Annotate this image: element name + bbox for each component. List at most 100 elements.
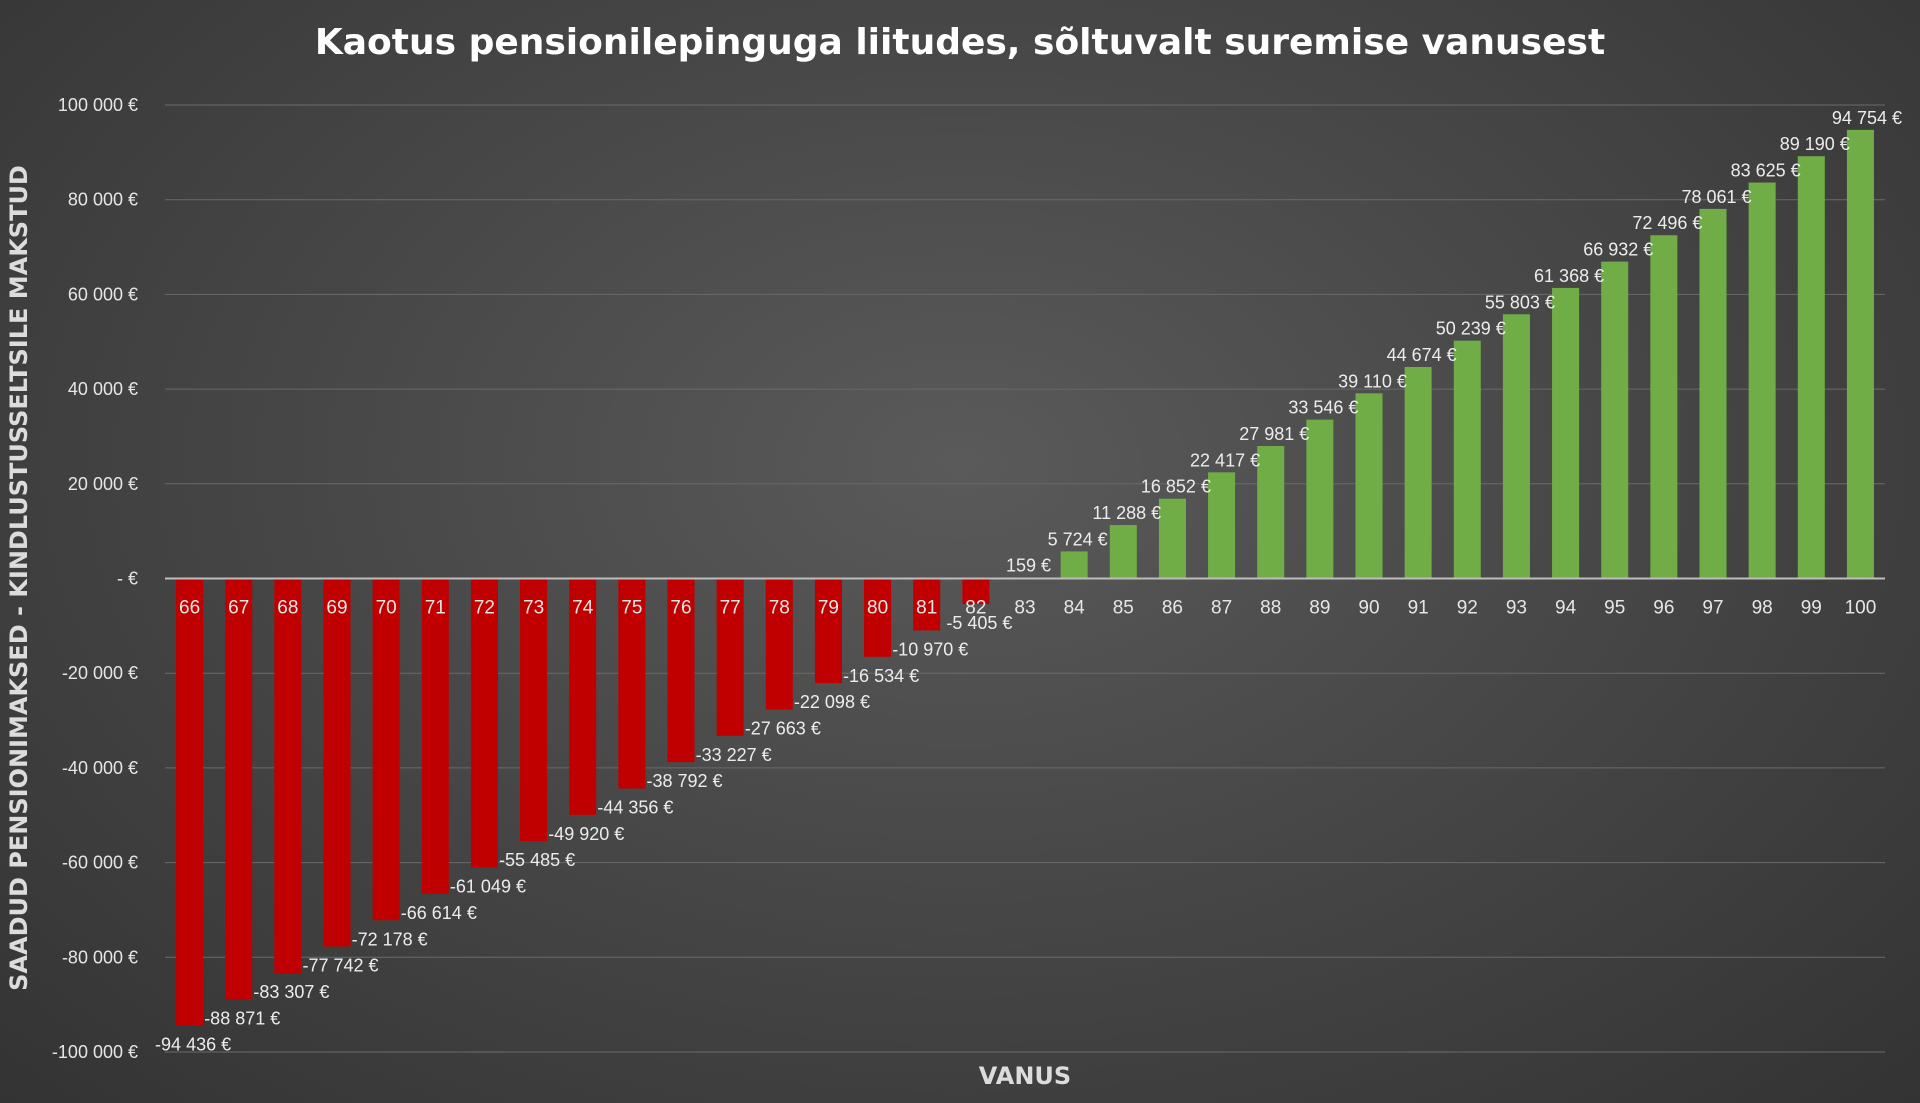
y-tick-label: -100 000 € [52,1042,138,1062]
x-tick-label: 67 [228,598,249,619]
data-label: 16 852 € [1141,477,1211,497]
data-label: -5 405 € [946,613,1012,633]
data-label: 33 546 € [1288,398,1358,418]
x-tick-label: 85 [1113,598,1134,619]
x-tick-label: 93 [1506,598,1527,619]
bar [716,578,744,736]
bar [1797,156,1825,579]
x-tick-label: 88 [1260,598,1281,619]
bar [1158,498,1186,579]
x-tick-label: 97 [1702,598,1723,619]
x-tick-label: 80 [867,598,888,619]
data-label: -38 792 € [646,771,722,791]
y-tick-label: 80 000 € [68,190,138,210]
y-tick-label: -80 000 € [62,947,138,967]
y-tick-label: 60 000 € [68,284,138,304]
y-tick-label: - € [117,569,138,589]
data-label: -33 227 € [696,745,772,765]
x-tick-label: 94 [1555,598,1577,619]
data-label: 83 625 € [1731,161,1801,181]
bar [962,578,990,605]
x-tick-label: 69 [326,598,347,619]
data-label: -10 970 € [892,639,968,659]
y-tick-label: 20 000 € [68,474,138,494]
data-label: 159 € [1006,556,1051,576]
bar [1404,366,1432,579]
bar [520,578,548,842]
x-tick-label: 84 [1064,598,1086,619]
bar [1060,551,1088,579]
data-label: 50 239 € [1436,319,1506,339]
bar [323,578,351,947]
bar [1846,129,1874,579]
x-tick-label: 91 [1408,598,1429,619]
y-axis-ticks: 100 000 € 80 000 € 60 000 € 40 000 € 20 000 … [52,95,138,1062]
data-label: -49 920 € [548,824,624,844]
bar [864,578,892,657]
data-label: -27 663 € [745,718,821,738]
data-label: -44 356 € [597,798,673,818]
bar [618,578,646,789]
data-label: -55 485 € [499,850,575,870]
bar [1601,261,1629,579]
bar [225,578,253,1000]
data-label: 22 417 € [1190,450,1260,470]
bar [569,578,597,815]
data-label: 72 496 € [1632,213,1702,233]
x-tick-label: 81 [916,598,937,619]
bar [372,578,400,921]
data-label: 44 674 € [1387,345,1457,365]
bar [1453,340,1481,579]
bars [176,129,1874,1026]
x-tick-label: 71 [425,598,446,619]
x-tick-label: 68 [277,598,298,619]
bar [1257,446,1285,579]
x-tick-label: 99 [1801,598,1822,619]
x-tick-label: 73 [523,598,544,619]
bar [1650,235,1678,579]
bar [1208,472,1236,579]
data-label: 78 061 € [1681,187,1751,207]
x-tick-label: 77 [720,598,741,619]
bar [421,578,449,894]
x-axis-ticks: 66 67 68 69 70 71 72 73 74 75 76 77 78 79 80 81 82 83 84 85… [179,598,1876,619]
x-tick-label: 96 [1653,598,1674,619]
x-axis-title: VANUS [979,1062,1071,1090]
x-tick-label: 95 [1604,598,1625,619]
x-tick-label: 78 [769,598,790,619]
data-label: 61 368 € [1534,266,1604,286]
x-tick-label: 82 [965,598,986,619]
bar [913,578,941,631]
data-label: -61 049 € [450,877,526,897]
data-label: 11 288 € [1092,503,1161,523]
data-label: -94 436 € [155,1035,231,1055]
data-label: -77 742 € [302,956,378,976]
bar [176,578,204,1026]
x-tick-label: 79 [818,598,839,619]
y-tick-label: -40 000 € [62,758,138,778]
x-tick-label: 72 [474,598,495,619]
data-label: -22 098 € [794,692,870,712]
y-axis-title: SAADUD PENSIONIMAKSED - KINDLUSTUSSELTSI… [5,165,33,991]
x-tick-label: 74 [572,598,594,619]
bar [814,578,842,684]
y-tick-label: 40 000 € [68,379,138,399]
bar [1552,287,1580,579]
x-tick-label: 90 [1358,598,1379,619]
bar [470,578,498,868]
y-tick-label: -60 000 € [62,853,138,873]
x-tick-label: 76 [670,598,691,619]
bar [1699,208,1727,579]
y-tick-label: 100 000 € [58,95,138,115]
data-label: 94 754 € [1832,108,1902,128]
x-tick-label: 83 [1014,598,1035,619]
data-labels: -94 436 € -88 871 € -83 307 € -77 742 € -72 … [155,108,1902,1055]
data-label: -88 871 € [204,1008,280,1028]
x-tick-label: 92 [1457,598,1478,619]
x-tick-label: 87 [1211,598,1232,619]
data-label: 55 803 € [1485,292,1555,312]
bar [765,578,793,710]
x-tick-label: 75 [621,598,642,619]
